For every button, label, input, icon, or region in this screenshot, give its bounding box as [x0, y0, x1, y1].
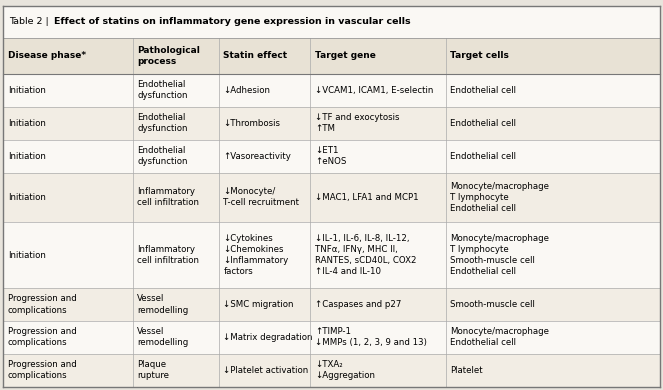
Text: Disease phase*: Disease phase*	[8, 51, 86, 60]
Text: ↓TXA₂
↓Aggregation: ↓TXA₂ ↓Aggregation	[315, 360, 375, 381]
Text: Initiation: Initiation	[8, 152, 46, 161]
Text: Endothelial cell: Endothelial cell	[450, 119, 516, 128]
Text: Endothelial
dysfunction: Endothelial dysfunction	[137, 113, 188, 133]
Bar	[3, 321, 660, 354]
Text: ↑Caspases and p27: ↑Caspases and p27	[315, 300, 401, 309]
Text: Vessel
remodelling: Vessel remodelling	[137, 327, 188, 347]
Text: Initiation: Initiation	[8, 119, 46, 128]
Text: ↓MAC1, LFA1 and MCP1: ↓MAC1, LFA1 and MCP1	[315, 193, 418, 202]
Bar	[3, 222, 660, 288]
Text: ↓IL-1, IL-6, IL-8, IL-12,
TNFα, IFNγ, MHC II,
RANTES, sCD40L, COX2
↑IL-4 and IL-: ↓IL-1, IL-6, IL-8, IL-12, TNFα, IFNγ, MH…	[315, 234, 416, 276]
Text: ↓Adhesion: ↓Adhesion	[223, 86, 271, 95]
Text: Endothelial
dysfunction: Endothelial dysfunction	[137, 80, 188, 100]
Text: Vessel
remodelling: Vessel remodelling	[137, 294, 188, 314]
Bar	[3, 107, 660, 140]
Text: ↓TF and exocytosis
↑TM: ↓TF and exocytosis ↑TM	[315, 113, 399, 133]
Text: ↓Matrix degradation: ↓Matrix degradation	[223, 333, 313, 342]
Text: ↓Monocyte/
T-cell recruitment: ↓Monocyte/ T-cell recruitment	[223, 187, 300, 207]
Bar	[3, 173, 660, 222]
Text: Inflammatory
cell infiltration: Inflammatory cell infiltration	[137, 187, 200, 207]
Text: Initiation: Initiation	[8, 86, 46, 95]
Text: ↓VCAM1, ICAM1, E-selectin: ↓VCAM1, ICAM1, E-selectin	[315, 86, 434, 95]
Text: Monocyte/macrophage
T lymphocyte
Endothelial cell: Monocyte/macrophage T lymphocyte Endothe…	[450, 182, 549, 213]
Text: ↓Platelet activation: ↓Platelet activation	[223, 366, 309, 375]
Text: Inflammatory
cell infiltration: Inflammatory cell infiltration	[137, 245, 200, 265]
Text: Endothelial
dysfunction: Endothelial dysfunction	[137, 146, 188, 166]
Bar	[3, 288, 660, 321]
Text: Monocyte/macrophage
Endothelial cell: Monocyte/macrophage Endothelial cell	[450, 327, 549, 347]
Bar	[3, 74, 660, 107]
Bar	[3, 354, 660, 387]
Text: Pathological
process: Pathological process	[137, 46, 200, 66]
Bar	[3, 6, 660, 38]
Text: Table 2 |: Table 2 |	[9, 17, 51, 27]
Text: Platelet: Platelet	[450, 366, 483, 375]
Text: ↑Vasoreactivity: ↑Vasoreactivity	[223, 152, 291, 161]
Text: ↓Thrombosis: ↓Thrombosis	[223, 119, 280, 128]
Text: Initiation: Initiation	[8, 193, 46, 202]
Text: Progression and
complications: Progression and complications	[8, 294, 77, 314]
Text: Progression and
complications: Progression and complications	[8, 327, 77, 347]
Text: ↓SMC migration: ↓SMC migration	[223, 300, 294, 309]
Text: Endothelial cell: Endothelial cell	[450, 86, 516, 95]
Text: Target gene: Target gene	[315, 51, 376, 60]
Text: Progression and
complications: Progression and complications	[8, 360, 77, 381]
Text: ↓ET1
↑eNOS: ↓ET1 ↑eNOS	[315, 146, 346, 166]
Text: Smooth-muscle cell: Smooth-muscle cell	[450, 300, 535, 309]
Text: Target cells: Target cells	[450, 51, 509, 60]
Bar	[3, 140, 660, 173]
Text: Monocyte/macrophage
T lymphocyte
Smooth-muscle cell
Endothelial cell: Monocyte/macrophage T lymphocyte Smooth-…	[450, 234, 549, 276]
Text: Effect of statins on inflammatory gene expression in vascular cells: Effect of statins on inflammatory gene e…	[54, 17, 410, 27]
Text: ↑TIMP-1
↓MMPs (1, 2, 3, 9 and 13): ↑TIMP-1 ↓MMPs (1, 2, 3, 9 and 13)	[315, 327, 427, 347]
Text: Statin effect: Statin effect	[223, 51, 288, 60]
Text: Plaque
rupture: Plaque rupture	[137, 360, 169, 381]
Bar	[3, 38, 660, 74]
Text: Initiation: Initiation	[8, 250, 46, 259]
Text: ↓Cytokines
↓Chemokines
↓Inflammatory
factors: ↓Cytokines ↓Chemokines ↓Inflammatory fac…	[223, 234, 288, 276]
Text: Endothelial cell: Endothelial cell	[450, 152, 516, 161]
